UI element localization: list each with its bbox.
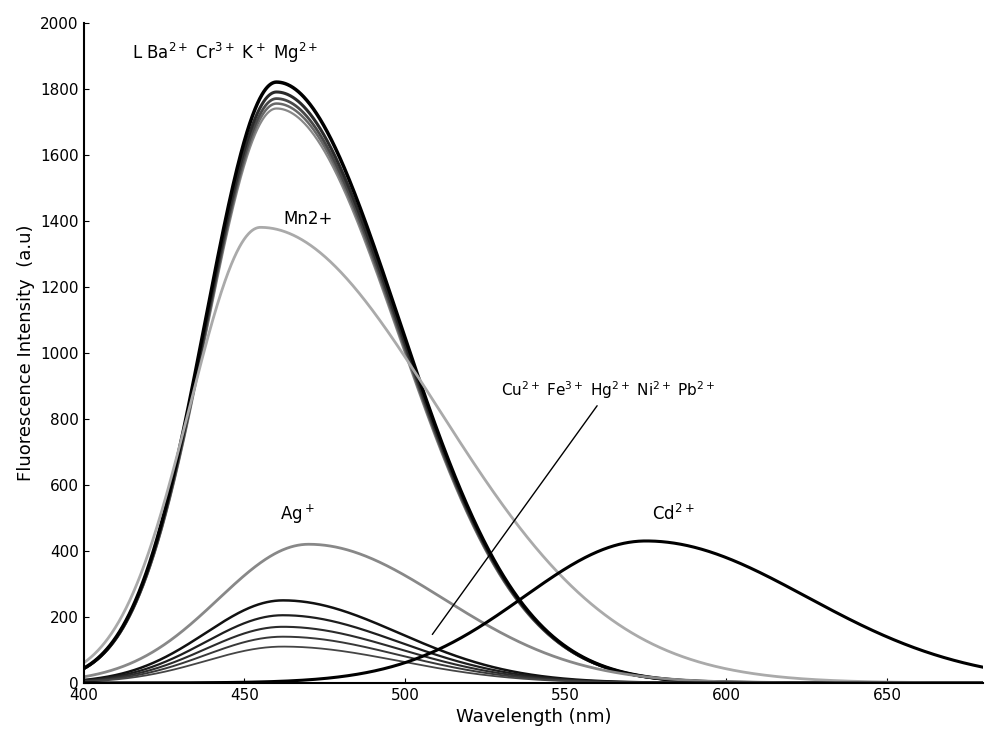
Y-axis label: Fluorescence Intensity  (a.u): Fluorescence Intensity (a.u): [17, 224, 35, 481]
Text: L Ba$^{2+}$ Cr$^{3+}$ K$^+$ Mg$^{2+}$: L Ba$^{2+}$ Cr$^{3+}$ K$^+$ Mg$^{2+}$: [132, 41, 318, 65]
Text: Cu$^{2+}$ Fe$^{3+}$ Hg$^{2+}$ Ni$^{2+}$ Pb$^{2+}$: Cu$^{2+}$ Fe$^{3+}$ Hg$^{2+}$ Ni$^{2+}$ …: [432, 379, 716, 635]
X-axis label: Wavelength (nm): Wavelength (nm): [456, 708, 611, 727]
Text: Cd$^{2+}$: Cd$^{2+}$: [652, 504, 695, 524]
Text: Ag$^+$: Ag$^+$: [280, 502, 315, 526]
Text: Mn2+: Mn2+: [283, 210, 332, 228]
